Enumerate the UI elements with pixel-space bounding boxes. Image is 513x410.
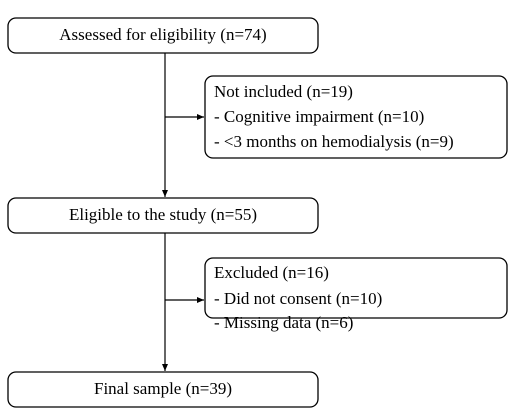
node-box [7,371,319,408]
exclusion-box [204,257,508,319]
node-label: Final sample (n=39) [94,379,232,398]
exclusion-item: - Cognitive impairment (n=10) [214,107,424,126]
node-label: Assessed for eligibility (n=74) [59,25,266,44]
node-label: Eligible to the study (n=55) [69,205,257,224]
exclusion-box [204,75,508,159]
exclusion-item: - <3 months on hemodialysis (n=9) [214,132,454,151]
node-box [7,197,319,234]
node-box [7,17,319,54]
exclusion-title: Not included (n=19) [214,82,353,101]
exclusion-item: - Did not consent (n=10) [214,289,382,308]
exclusion-item: - Missing data (n=6) [214,313,353,332]
exclusion-title: Excluded (n=16) [214,263,329,282]
